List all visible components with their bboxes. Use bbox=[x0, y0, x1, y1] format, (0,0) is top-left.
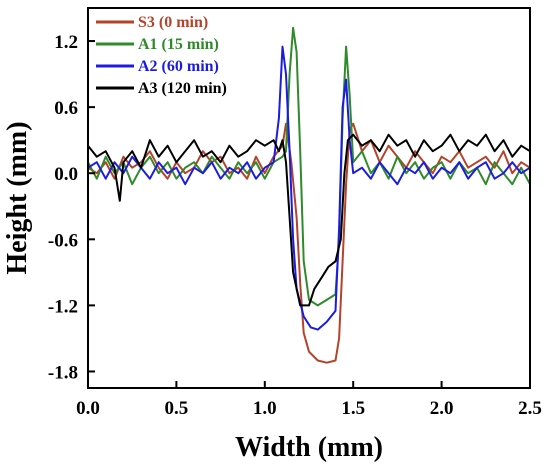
x-tick-label: 2.0 bbox=[430, 398, 454, 419]
legend-label: A1 (15 min) bbox=[138, 36, 219, 53]
x-axis-title: Width (mm) bbox=[235, 432, 383, 463]
legend-label: A3 (120 min) bbox=[138, 80, 227, 97]
axis-ticks: 0.0 0.5 1.0 1.5 2.0 2.5 1.2 0.6 0.0 -0.6 -1.2 -1.8 bbox=[48, 32, 542, 419]
y-tick-label: 1.2 bbox=[54, 32, 78, 53]
y-tick-label: -0.6 bbox=[48, 230, 78, 251]
x-tick-label: 1.5 bbox=[341, 398, 365, 419]
y-axis-title: Height (mm) bbox=[2, 121, 33, 274]
y-tick-label: -1.2 bbox=[48, 296, 78, 317]
legend-label: S3 (0 min) bbox=[138, 14, 208, 31]
x-tick-label: 2.5 bbox=[518, 398, 542, 419]
x-tick-label: 0.5 bbox=[165, 398, 189, 419]
series-line-0 bbox=[87, 122, 531, 364]
legend: S3 (0 min) A1 (15 min) A2 (60 min) A3 (120 … bbox=[96, 14, 227, 97]
x-tick-label: 0.0 bbox=[76, 398, 100, 419]
series-layer bbox=[87, 26, 531, 364]
y-tick-label: 0.0 bbox=[54, 164, 78, 185]
series-line-3 bbox=[87, 133, 531, 307]
series-line-2 bbox=[87, 45, 531, 331]
plot-frame bbox=[87, 7, 531, 389]
y-tick-label: -1.8 bbox=[48, 362, 78, 383]
y-tick-label: 0.6 bbox=[54, 98, 78, 119]
legend-label: A2 (60 min) bbox=[138, 58, 219, 75]
x-tick-label: 1.0 bbox=[253, 398, 277, 419]
